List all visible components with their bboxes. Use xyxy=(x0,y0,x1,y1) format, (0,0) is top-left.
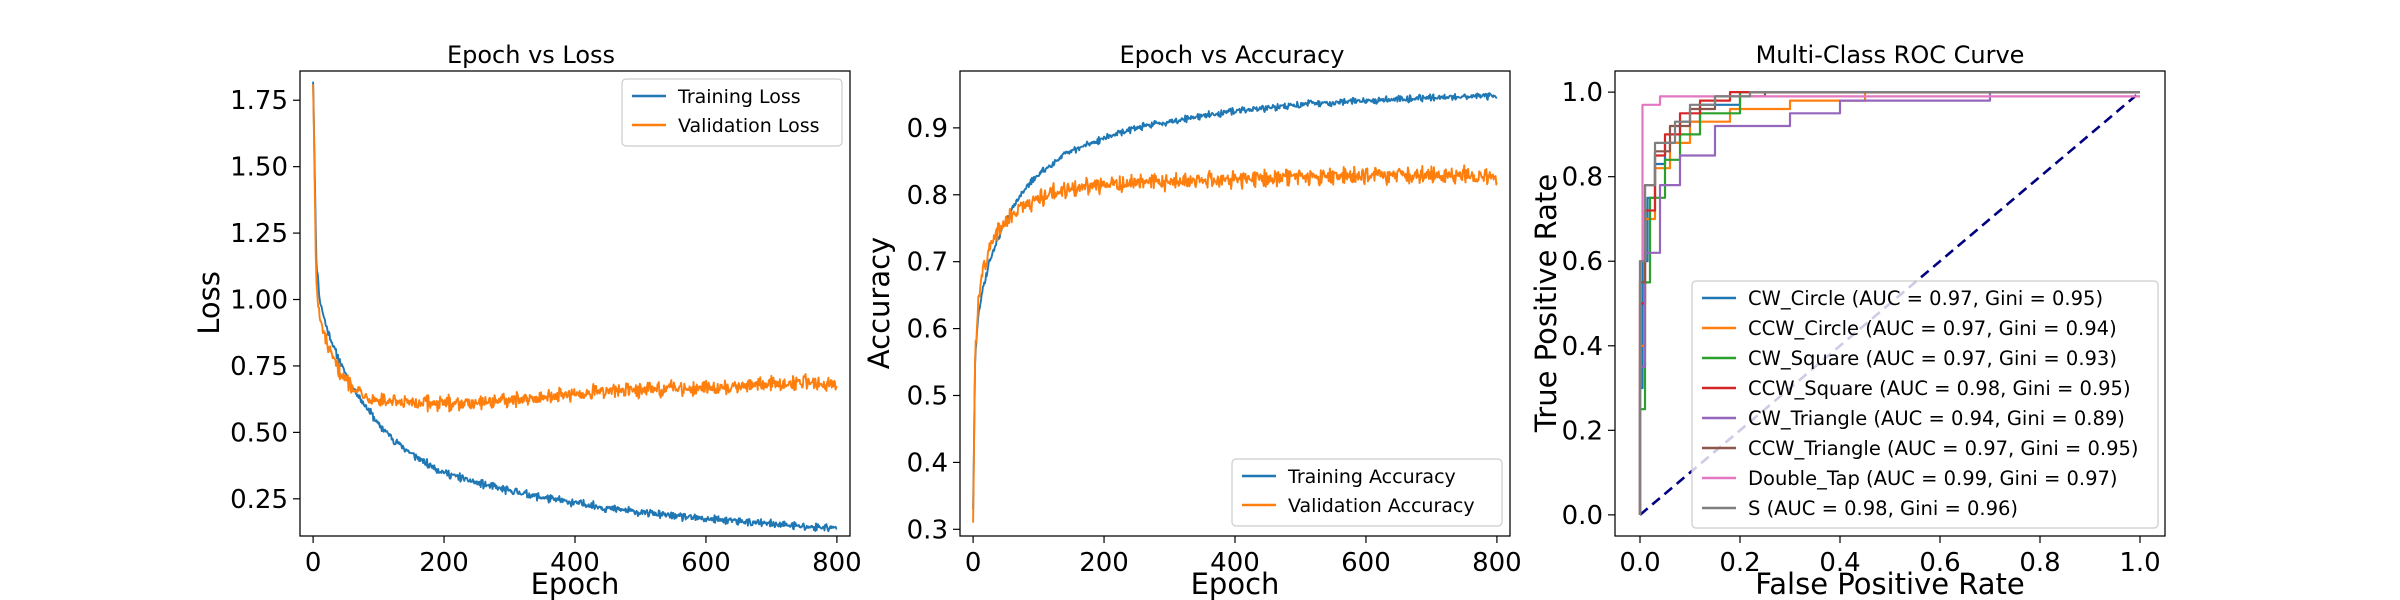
accuracy-chart-title: Epoch vs Accuracy xyxy=(1119,41,1344,69)
loss-chart-legend: Training Loss Validation Loss xyxy=(621,78,843,147)
loss-chart-y-tick-label: 0.25 xyxy=(230,485,288,515)
accuracy-chart-legend-frame xyxy=(1231,458,1503,527)
loss-chart: Epoch vs Loss 0.25 0.50 0.75 1.00 1.25 1.50 1.… xyxy=(192,41,862,600)
accuracy-chart-x-tick-label: 800 xyxy=(1472,548,1522,578)
roc-chart-y-tick-label: 0.0 xyxy=(1562,501,1603,531)
roc-legend-label: Double_Tap (AUC = 0.99, Gini = 0.97) xyxy=(1748,467,2118,490)
accuracy-chart-plot-area xyxy=(959,70,1511,537)
roc-legend-label: CW_Triangle (AUC = 0.94, Gini = 0.89) xyxy=(1748,407,2125,430)
roc-legend-label: CCW_Square (AUC = 0.98, Gini = 0.95) xyxy=(1748,377,2131,400)
loss-chart-x-tick-label: 600 xyxy=(681,548,731,578)
roc-chart-x-tick-label: 0.0 xyxy=(1619,548,1660,578)
roc-legend-label: CW_Square (AUC = 0.97, Gini = 0.93) xyxy=(1748,347,2117,370)
accuracy-chart: Epoch vs Accuracy 0.30.40.50.60.70.80.9 … xyxy=(862,41,1522,600)
accuracy-chart-x-ticks: 0 200 400 600 800 xyxy=(965,536,1522,578)
accuracy-chart-series-line-0 xyxy=(972,92,1498,510)
accuracy-chart-y-tick-label: 0.8 xyxy=(907,181,948,211)
accuracy-chart-x-tick-label: 0 xyxy=(965,548,982,578)
accuracy-chart-y-tick-label: 0.5 xyxy=(907,381,948,411)
loss-chart-y-tick-label: 1.00 xyxy=(230,286,288,316)
accuracy-chart-x-tick-label: 600 xyxy=(1341,548,1391,578)
loss-chart-title: Epoch vs Loss xyxy=(447,41,615,69)
roc-chart-y-ticks: 0.0 0.2 0.4 0.6 0.8 1.0 xyxy=(1562,78,1615,531)
loss-chart-series xyxy=(312,81,838,533)
loss-legend-label-validation: Validation Loss xyxy=(678,115,820,137)
roc-chart-x-tick-label: 0.4 xyxy=(1819,548,1860,578)
roc-chart-x-tick-label: 0.6 xyxy=(1919,548,1960,578)
loss-chart-series-line-1 xyxy=(312,84,838,413)
roc-chart-y-tick-label: 0.2 xyxy=(1562,416,1603,446)
roc-chart-legend-frame xyxy=(1691,280,2159,529)
roc-chart-title: Multi-Class ROC Curve xyxy=(1756,41,2025,69)
accuracy-chart-x-tick-label: 200 xyxy=(1079,548,1129,578)
loss-chart-y-ticks: 0.25 0.50 0.75 1.00 1.25 1.50 1.75 xyxy=(230,86,300,515)
accuracy-chart-y-tick-label: 0.7 xyxy=(907,248,948,278)
loss-chart-y-label: Loss xyxy=(192,271,226,335)
roc-legend-label: CCW_Circle (AUC = 0.97, Gini = 0.94) xyxy=(1748,317,2117,340)
accuracy-chart-series-line-1 xyxy=(972,164,1498,523)
loss-chart-y-tick-label: 1.25 xyxy=(230,219,288,249)
accuracy-chart-x-tick-label: 400 xyxy=(1210,548,1260,578)
roc-chart-series-line-7 xyxy=(1638,90,2140,515)
loss-chart-series-line-0 xyxy=(312,81,838,533)
accuracy-legend-label-validation: Validation Accuracy xyxy=(1288,495,1475,517)
accuracy-chart-y-tick-label: 0.9 xyxy=(907,114,948,144)
accuracy-chart-series xyxy=(972,92,1498,523)
roc-chart-plot-area xyxy=(1614,70,2166,537)
loss-chart-y-tick-label: 1.75 xyxy=(230,86,288,116)
roc-chart-series xyxy=(1638,90,2140,515)
loss-chart-legend-frame xyxy=(621,78,843,147)
loss-chart-y-tick-label: 0.50 xyxy=(230,418,288,448)
roc-chart-legend-items: CW_Circle (AUC = 0.97, Gini = 0.95) CCW_C… xyxy=(1702,287,2139,520)
roc-chart-x-tick-label: 0.2 xyxy=(1719,548,1760,578)
loss-chart-y-tick-label: 0.75 xyxy=(230,352,288,382)
roc-chart: Multi-Class ROC Curve 0.0 0.2 0.4 0.6 0.8 1.0… xyxy=(1529,41,2166,600)
roc-chart-x-ticks: 0.0 0.2 0.4 0.6 0.8 1.0 xyxy=(1619,536,2161,578)
roc-legend-label: CCW_Triangle (AUC = 0.97, Gini = 0.95) xyxy=(1748,437,2139,460)
roc-chart-y-tick-label: 0.4 xyxy=(1562,332,1603,362)
roc-chart-x-tick-label: 0.8 xyxy=(2019,548,2060,578)
accuracy-chart-y-tick-label: 0.4 xyxy=(907,448,948,478)
loss-chart-x-label: Epoch xyxy=(531,567,620,600)
loss-chart-y-tick-label: 1.50 xyxy=(230,153,288,183)
accuracy-chart-y-tick-label: 0.3 xyxy=(907,515,948,545)
loss-chart-x-tick-label: 200 xyxy=(419,548,469,578)
roc-chart-legend: CW_Circle (AUC = 0.97, Gini = 0.95) CCW_C… xyxy=(1691,280,2159,529)
roc-chart-series-line-4 xyxy=(1638,90,2140,515)
loss-chart-plot-area xyxy=(299,70,851,537)
roc-chart-x-label: False Positive Rate xyxy=(1755,567,2025,600)
roc-legend-label: S (AUC = 0.98, Gini = 0.96) xyxy=(1748,497,2018,520)
accuracy-chart-legend: Training Accuracy Validation Accuracy xyxy=(1231,458,1503,527)
loss-chart-x-ticks: 0 200 400 600 800 xyxy=(305,536,862,578)
roc-chart-y-label: True Positive Rate xyxy=(1529,174,1563,433)
accuracy-chart-y-ticks: 0.3 0.4 0.5 0.6 0.7 0.8 0.9 xyxy=(907,114,960,545)
accuracy-chart-y-label: Accuracy xyxy=(862,237,896,369)
roc-chart-x-tick-label: 1.0 xyxy=(2119,548,2160,578)
roc-chart-y-tick-label: 0.8 xyxy=(1562,163,1603,193)
accuracy-chart-x-label: Epoch xyxy=(1191,567,1280,600)
loss-chart-x-tick-label: 0 xyxy=(305,548,322,578)
roc-chart-y-tick-label: 1.0 xyxy=(1562,78,1603,108)
loss-chart-x-tick-label: 400 xyxy=(550,548,600,578)
accuracy-legend-label-training: Training Accuracy xyxy=(1287,466,1456,488)
accuracy-chart-y-tick-label: 0.6 xyxy=(907,315,948,345)
roc-legend-label: CW_Circle (AUC = 0.97, Gini = 0.95) xyxy=(1748,287,2103,310)
loss-chart-x-tick-label: 800 xyxy=(812,548,862,578)
roc-chart-y-tick-label: 0.6 xyxy=(1562,247,1603,277)
loss-legend-label-training: Training Loss xyxy=(677,86,801,108)
